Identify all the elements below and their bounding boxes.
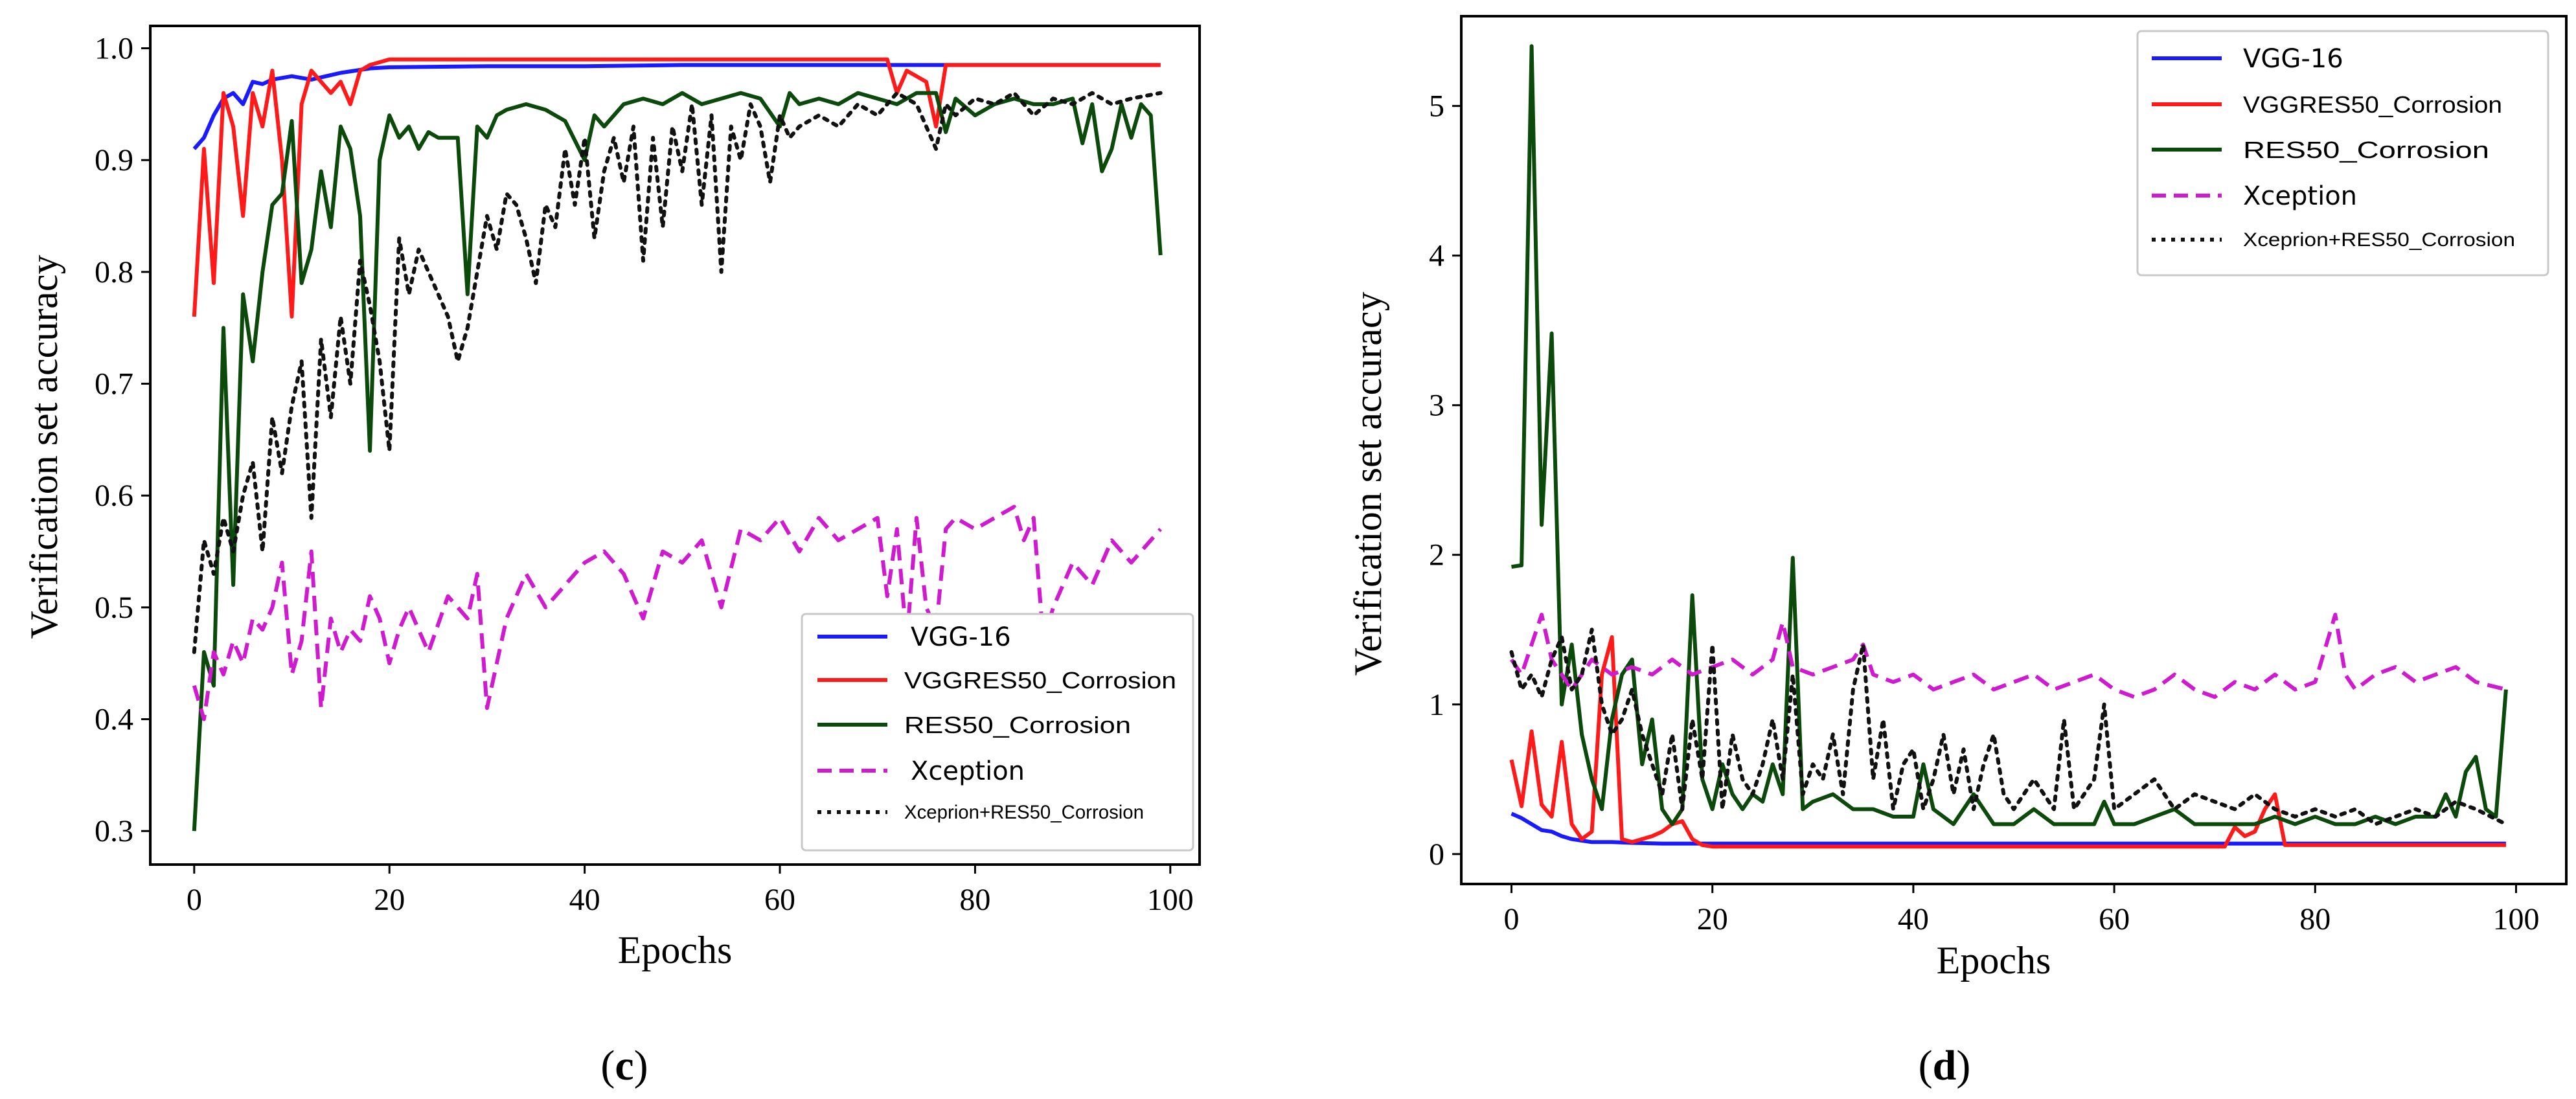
x-axis-title: Epochs [618, 929, 733, 971]
legend-label-xceprion-res50: Xceprion+RES50_Corrosion [904, 802, 1144, 823]
x-tick-label: 20 [1697, 902, 1728, 936]
legend-label-xception: Xception [2243, 181, 2357, 211]
series-line-res50-corrosion [192, 91, 1163, 832]
y-axis-title: Verification set accuracy [23, 255, 65, 639]
legend: VGG-16 VGGRES50_Corrosion RES50_Corrosio… [801, 613, 1194, 852]
plot-frame [1460, 15, 2568, 885]
y-tick-label: 5 [1429, 89, 1444, 124]
series-line-xception [192, 504, 1162, 721]
series-line-vggres50-corrosion [1509, 635, 2506, 849]
plot-frame [149, 25, 1201, 866]
y-tick-label: 0.6 [95, 479, 133, 513]
tick-marks [141, 47, 1172, 874]
series-line-xceprion-res50-corrosion [1509, 628, 2508, 826]
y-tick-label: 2 [1429, 538, 1444, 572]
tick-marks [1452, 105, 2517, 893]
x-tick-labels: 0 20 40 60 80 100 [187, 883, 1194, 917]
panel-label: (c) [600, 1042, 648, 1089]
chart-panel-d: 0 1 2 3 4 5 0 20 40 60 80 100 Epochs Verification … [1347, 15, 2568, 1089]
series-line-xception [1510, 613, 2507, 699]
legend-label-res50: RES50_Corrosion [2243, 137, 2489, 163]
series-group [1509, 44, 2508, 849]
y-tick-label: 0.4 [95, 703, 133, 737]
series-line-vgg-16 [192, 63, 1161, 150]
legend-box [801, 613, 1194, 852]
y-tick-labels: 0 1 2 3 4 5 [1429, 89, 1444, 872]
y-tick-labels: 0.3 0.4 0.5 0.6 0.7 0.8 0.9 1.0 [95, 32, 133, 849]
legend-box [2136, 30, 2549, 277]
series-line-xceprion-res50-corrosion [192, 91, 1163, 654]
x-tick-label: 80 [959, 883, 990, 917]
x-tick-label: 40 [1898, 902, 1929, 936]
y-tick-label: 0.9 [95, 143, 133, 177]
legend-label-vggres50: VGGRES50_Corrosion [904, 667, 1176, 694]
y-tick-label: 0 [1429, 837, 1444, 872]
y-tick-label: 0.3 [95, 814, 133, 848]
y-tick-label: 0.8 [95, 255, 133, 289]
y-tick-label: 4 [1429, 239, 1444, 273]
x-tick-label: 0 [1504, 902, 1520, 936]
x-tick-label: 60 [764, 883, 795, 917]
x-tick-label: 100 [1147, 883, 1194, 917]
legend-label-vgg16: VGG-16 [911, 622, 1011, 652]
x-tick-label: 60 [2099, 902, 2130, 936]
legend-label-res50: RES50_Corrosion [904, 712, 1131, 738]
legend: VGG-16 VGGRES50_Corrosion RES50_Corrosio… [2136, 30, 2549, 277]
series-line-vgg-16 [1510, 811, 2506, 846]
series-line-res50-corrosion [1511, 44, 2508, 826]
y-tick-label: 0.7 [95, 367, 133, 402]
y-axis-title: Verification set accuracy [1347, 292, 1389, 676]
series-line-vggres50-corrosion [192, 57, 1161, 319]
chart-panel-c: 0.3 0.4 0.5 0.6 0.7 0.8 0.9 1.0 0 20 40 60 80 100 Ep… [23, 25, 1201, 1089]
x-tick-label: 40 [569, 883, 600, 917]
x-tick-label: 0 [187, 883, 202, 917]
y-tick-label: 3 [1429, 389, 1444, 423]
x-tick-label: 80 [2299, 902, 2331, 936]
y-tick-label: 1 [1429, 688, 1444, 722]
x-axis-title: Epochs [1937, 939, 2051, 982]
legend-label-vgg16: VGG-16 [2243, 44, 2343, 74]
legend-label-xception: Xception [911, 756, 1025, 786]
y-tick-label: 0.5 [95, 591, 133, 625]
series-group [192, 57, 1163, 832]
legend-label-vggres50: VGGRES50_Corrosion [2243, 91, 2502, 118]
x-tick-labels: 0 20 40 60 80 100 [1504, 902, 2540, 936]
x-tick-label: 20 [374, 883, 405, 917]
legend-label-xceprion-res50: Xceprion+RES50_Corrosion [2243, 229, 2515, 251]
panel-label: (d) [1919, 1042, 1971, 1089]
y-tick-label: 1.0 [95, 32, 133, 66]
x-tick-label: 100 [2492, 902, 2539, 936]
